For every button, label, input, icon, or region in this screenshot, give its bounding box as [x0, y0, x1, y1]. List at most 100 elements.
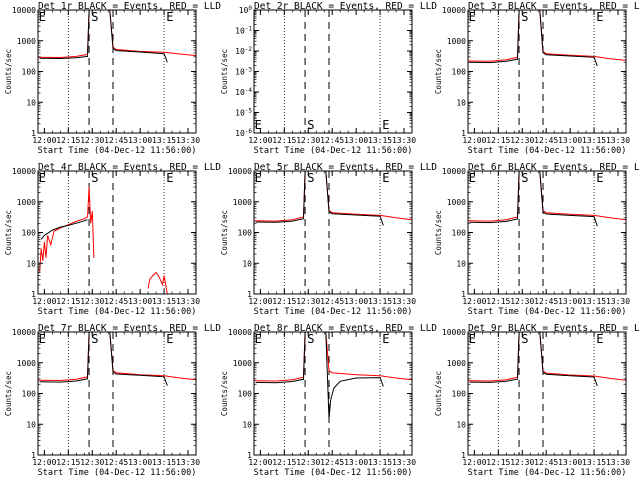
y-tick-label: 1000 [17, 359, 36, 368]
y-tick-label: 10 [456, 98, 466, 107]
y-tick-label: 10000 [12, 167, 36, 176]
x-tick-label: 13:30 [606, 297, 630, 306]
y-axis-label: Counts/sec [4, 210, 13, 255]
panel-title: Det 7r BLACK = Events, RED = LLD [38, 323, 221, 334]
panel-title: Det 8r BLACK = Events, RED = LLD [254, 323, 437, 334]
y-tick-label: 1 [31, 129, 36, 138]
interval-marker-label: S [91, 332, 98, 346]
x-tick-label: 12:30 [510, 297, 534, 306]
y-axis-label: Counts/sec [4, 49, 13, 94]
events-series-line [469, 332, 598, 387]
x-tick-label: 12:00 [32, 297, 56, 306]
interval-marker-label: E [469, 332, 476, 346]
y-tick-label: 10 [26, 259, 36, 268]
panel-title: Det 4r BLACK = Events, RED = LLD [38, 162, 221, 173]
y-tick-label: 10-4 [235, 87, 252, 97]
plot-frame [467, 331, 627, 456]
x-tick-label: 12:30 [296, 297, 320, 306]
x-tick-label: 13:15 [582, 136, 606, 145]
y-tick-label: 1 [247, 290, 252, 299]
panel-title: Det 6r BLACK = Events, RED = LLD [468, 162, 640, 173]
interval-marker-label: E [596, 171, 603, 185]
x-tick-label: 12:45 [320, 458, 344, 467]
y-tick-label: 10-5 [235, 108, 252, 118]
events-series-line [39, 332, 168, 386]
x-tick-label: 12:15 [486, 297, 510, 306]
y-tick-label: 10-6 [235, 128, 252, 138]
interval-marker-label: E [382, 332, 389, 346]
x-tick-label: 12:00 [248, 458, 272, 467]
y-tick-label: 10-3 [235, 67, 252, 77]
plot-frame [253, 331, 413, 456]
y-tick-label: 1 [31, 451, 36, 460]
plot-frame [467, 9, 627, 134]
y-tick-label: 10 [242, 420, 252, 429]
y-tick-label: 1000 [17, 37, 36, 46]
y-tick-label: 100 [22, 68, 37, 77]
x-tick-label: 12:15 [486, 136, 510, 145]
y-axis-label: Counts/sec [434, 210, 443, 255]
x-tick-label: 12:00 [32, 458, 56, 467]
x-tick-label: 13:30 [606, 458, 630, 467]
y-tick-label: 10 [26, 98, 36, 107]
panel-title: Det 5r BLACK = Events, RED = LLD [254, 162, 437, 173]
y-tick-label: 10-1 [235, 26, 252, 36]
y-tick-label: 10000 [12, 328, 36, 337]
y-tick-label: 1000 [233, 198, 252, 207]
interval-marker-label: E [596, 10, 603, 24]
x-tick-label: 12:30 [296, 136, 320, 145]
x-axis-label: Start Time (04-Dec-12 11:56:00) [254, 146, 413, 156]
interval-marker-label: S [521, 10, 528, 24]
y-tick-label: 1 [247, 451, 252, 460]
interval-marker-label: E [166, 332, 173, 346]
interval-marker-label: E [469, 171, 476, 185]
x-tick-label: 12:30 [510, 458, 534, 467]
x-tick-label: 12:15 [56, 297, 80, 306]
y-tick-label: 10000 [442, 167, 466, 176]
x-tick-label: 12:45 [534, 136, 558, 145]
lld-series-line [254, 332, 412, 382]
x-tick-label: 12:00 [462, 297, 486, 306]
x-tick-label: 12:45 [534, 458, 558, 467]
x-tick-label: 13:30 [392, 297, 416, 306]
y-tick-label: 1 [461, 451, 466, 460]
x-tick-label: 13:00 [344, 136, 368, 145]
plot-frame [467, 170, 627, 295]
x-tick-label: 12:45 [104, 458, 128, 467]
x-tick-label: 13:00 [128, 458, 152, 467]
interval-marker-label: E [596, 332, 603, 346]
interval-marker-label: E [39, 10, 46, 24]
x-tick-label: 13:00 [128, 297, 152, 306]
y-tick-label: 1 [461, 129, 466, 138]
x-tick-label: 13:15 [582, 297, 606, 306]
x-axis-label: Start Time (04-Dec-12 11:56:00) [254, 468, 413, 478]
y-tick-label: 100 [238, 390, 253, 399]
x-axis-label: Start Time (04-Dec-12 11:56:00) [38, 146, 197, 156]
y-tick-label: 1000 [17, 198, 36, 207]
interval-marker-label: S [307, 332, 314, 346]
x-tick-label: 13:30 [176, 458, 200, 467]
x-tick-label: 13:15 [368, 458, 392, 467]
x-tick-label: 12:45 [320, 297, 344, 306]
x-axis-label: Start Time (04-Dec-12 11:56:00) [468, 468, 627, 478]
y-tick-label: 10000 [442, 328, 466, 337]
x-tick-label: 12:15 [272, 297, 296, 306]
y-tick-label: 10000 [228, 167, 252, 176]
x-axis-label: Start Time (04-Dec-12 11:56:00) [38, 468, 197, 478]
x-tick-label: 13:30 [176, 136, 200, 145]
interval-marker-label: E [255, 332, 262, 346]
x-tick-label: 13:30 [606, 136, 630, 145]
panel-title: Det 1r BLACK = Events, RED = LLD [38, 1, 221, 12]
x-tick-label: 13:15 [152, 458, 176, 467]
x-tick-label: 13:00 [558, 297, 582, 306]
x-tick-label: 13:15 [582, 458, 606, 467]
x-tick-label: 13:00 [344, 458, 368, 467]
x-tick-label: 12:30 [296, 458, 320, 467]
x-tick-label: 12:00 [462, 458, 486, 467]
events-series-line [469, 171, 598, 227]
y-axis-label: Counts/sec [220, 49, 229, 94]
interval-marker-label: E [469, 10, 476, 24]
